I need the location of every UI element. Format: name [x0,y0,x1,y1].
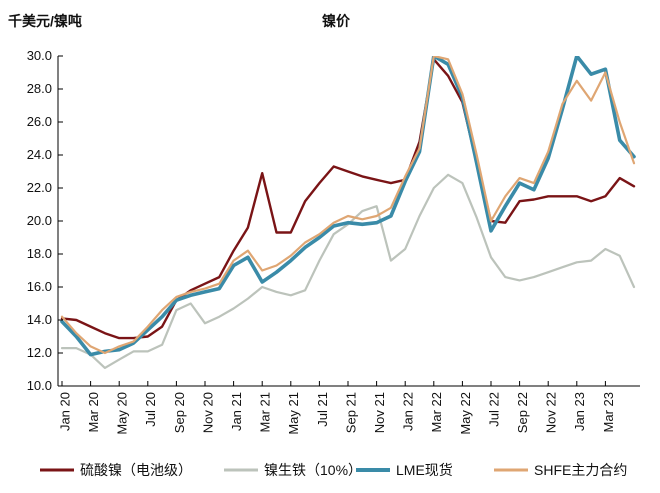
legend-label-0: 硫酸镍（电池级） [80,462,192,478]
x-tick-label: May 22 [458,392,473,435]
x-tick-label: Jul 20 [143,392,158,427]
x-tick-label: May 21 [286,392,301,435]
x-tick-label: Jan 22 [401,392,416,431]
x-tick-label: Mar 23 [601,392,616,432]
y-axis-title: 千美元/镍吨 [8,13,82,29]
y-tick-label: 20.0 [27,213,52,228]
x-tick-label: Sep 22 [515,392,530,433]
y-tick-label: 28.0 [27,81,52,96]
y-axis: 10.0 12.0 14.0 16.0 18.0 20.0 22.0 24.0 26.0 28.0… [27,48,63,393]
x-tick-label: May 20 [115,392,130,435]
x-axis: Jan 20 Mar 20 May 20 Jul 20 Sep 20 Nov 20 Jan … [57,381,640,435]
y-tick-label: 10.0 [27,378,52,393]
y-tick-label: 30.0 [27,48,52,63]
series-line-3 [60,56,636,355]
y-tick-label: 22.0 [27,180,52,195]
x-tick-label: Nov 21 [372,392,387,433]
y-tick-label: 14.0 [27,312,52,327]
chart-title: 镍价 [322,13,351,29]
y-tick-label: 16.0 [27,279,52,294]
y-tick-label: 26.0 [27,114,52,129]
x-tick-label: Jan 23 [572,392,587,431]
y-tick-label: 18.0 [27,246,52,261]
x-tick-label: Nov 20 [200,392,215,433]
series-layer [60,56,636,369]
x-tick-label: Sep 20 [172,392,187,433]
x-tick-label: Nov 22 [544,392,559,433]
series-line-0 [60,58,636,340]
y-tick-label: 24.0 [27,147,52,162]
x-tick-label: Mar 20 [86,392,101,432]
legend-label-1: 镍生铁（10%） [264,462,362,478]
x-tick-label: Jul 22 [486,392,501,427]
y-tick-label: 12.0 [27,345,52,360]
series-line-2 [60,56,636,357]
x-tick-label: Jan 20 [57,392,72,431]
legend-label-3: SHFE主力合约 [534,462,627,478]
x-tick-label: Mar 21 [258,392,273,432]
legend: 硫酸镍（电池级） 镍生铁（10%） LME现货 SHFE主力合约 [40,462,627,478]
x-tick-label: Jan 21 [229,392,244,431]
x-tick-label: Sep 21 [343,392,358,433]
series-line-1 [60,173,636,369]
legend-label-2: LME现货 [396,462,453,478]
x-tick-label: Jul 21 [315,392,330,427]
x-tick-label: Mar 22 [429,392,444,432]
